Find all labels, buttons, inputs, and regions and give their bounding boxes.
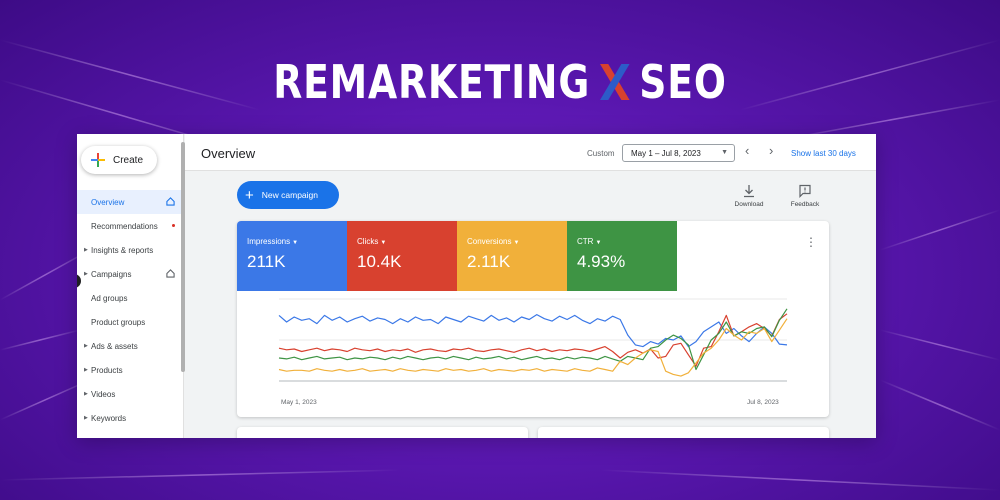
sidebar-item-label: Insights & reports [91,245,154,255]
notification-dot [172,224,175,227]
new-campaign-button[interactable]: + New campaign [237,181,339,209]
metric-value: 10.4K [357,252,402,271]
metric-value: 4.93% [577,252,626,271]
custom-label: Custom [587,149,615,158]
chevron-left-icon[interactable]: ‹ [745,143,750,158]
headline: REMARKETING SEO [90,52,910,112]
sidebar-item-ads-assets[interactable]: ▶ Ads & assets [77,334,183,358]
metric-label: Impressions [247,237,291,246]
caret-right-icon: ▶ [84,343,88,349]
x-axis-start-label: May 1, 2023 [281,399,317,406]
chevron-right-icon[interactable]: › [769,143,774,158]
series-line-3 [278,308,788,371]
metric-value: 211K [247,252,286,271]
create-label: Create [113,154,144,166]
sidebar-item-ad-groups[interactable]: Ad groups [77,286,183,310]
metric-tab-ctr[interactable]: CTR ▼ 4.93% [567,221,677,291]
more-vert-icon[interactable]: ⋮ [805,235,817,249]
sidebar-item-products[interactable]: ▶ Products [77,358,183,382]
date-range-value: May 1 – Jul 8, 2023 [631,148,701,158]
dropdown-arrow-icon: ▼ [292,240,299,246]
series-line-1 [278,314,788,348]
sidebar-scrollbar[interactable] [181,142,185,372]
sidebar-item-insights-reports[interactable]: ▶ Insights & reports [77,238,183,262]
caret-right-icon: ▶ [84,271,88,277]
plus-icon: + [245,186,254,204]
sidebar-item-label: Keywords [91,413,127,423]
sidebar-item-label: Overview [91,197,125,207]
performance-chart-card: Impressions ▼ 211K Clicks ▼ 10.4K Conversi… [237,221,829,417]
caret-right-icon: ▶ [84,391,88,397]
performance-line-chart [278,298,788,382]
dropdown-arrow-icon: ▼ [380,240,387,246]
download-icon [744,185,754,198]
x-axis-end-label: Jul 8, 2023 [747,399,779,406]
ads-dashboard-window: Create Overview Recommendations ▶ Insigh… [77,134,876,438]
metric-tab-impressions[interactable]: Impressions ▼ 211K [237,221,347,291]
headline-seo: SEO [639,55,727,109]
collapse-sidebar-handle[interactable] [77,274,81,288]
sidebar-item-label: Product groups [91,317,146,327]
summary-card-right [538,427,829,438]
feedback-label: Feedback [790,201,820,208]
new-campaign-label: New campaign [261,190,318,200]
metric-label: CTR [577,237,594,246]
summary-card-left [237,427,528,438]
create-button[interactable]: Create [81,146,157,174]
x-mark-icon [599,64,630,100]
metric-label: Conversions [467,237,512,246]
sidebar-item-label: Recommendations [91,221,158,231]
headline-remarketing: REMARKETING [273,55,591,109]
metric-tab-conversions[interactable]: Conversions ▼ 2.11K [457,221,567,291]
home-icon [166,197,175,206]
sidebar-item-label: Products [91,365,123,375]
sidebar-nav: Overview Recommendations ▶ Insights & re… [77,190,183,430]
dropdown-arrow-icon: ▼ [595,240,602,246]
download-label: Download [734,201,764,208]
sidebar-item-label: Campaigns [91,269,132,279]
metric-value: 2.11K [467,252,511,271]
topbar: Overview Custom May 1 – Jul 8, 2023 ▼ ‹ … [185,134,876,171]
date-range-select[interactable]: May 1 – Jul 8, 2023 ▼ [622,144,735,162]
show-last-30-days-link[interactable]: Show last 30 days [791,149,856,158]
caret-right-icon: ▶ [84,367,88,373]
sidebar-item-overview[interactable]: Overview [77,190,183,214]
sidebar-item-campaigns[interactable]: ▶ Campaigns [77,262,183,286]
sidebar-item-label: Videos [91,389,116,399]
series-line-2 [278,313,788,367]
metric-label: Clicks [357,237,379,246]
sidebar-item-keywords[interactable]: ▶ Keywords [77,406,183,430]
caret-right-icon: ▶ [84,247,88,253]
sidebar: Create Overview Recommendations ▶ Insigh… [77,134,185,438]
sidebar-item-videos[interactable]: ▶ Videos [77,382,183,406]
sidebar-item-label: Ads & assets [91,341,138,351]
page-title: Overview [201,146,256,161]
sidebar-item-recommendations[interactable]: Recommendations [77,214,183,238]
home-icon [166,269,175,278]
sidebar-item-label: Ad groups [91,293,128,303]
metric-tab-clicks[interactable]: Clicks ▼ 10.4K [347,221,457,291]
dropdown-arrow-icon: ▼ [721,149,728,156]
download-button[interactable]: Download [729,184,769,208]
series-line-4 [278,318,788,377]
feedback-icon [799,184,811,198]
caret-right-icon: ▶ [84,415,88,421]
sidebar-item-product-groups[interactable]: Product groups [77,310,183,334]
feedback-button[interactable]: Feedback [785,184,825,208]
google-plus-icon [91,153,105,167]
dropdown-arrow-icon: ▼ [513,240,520,246]
